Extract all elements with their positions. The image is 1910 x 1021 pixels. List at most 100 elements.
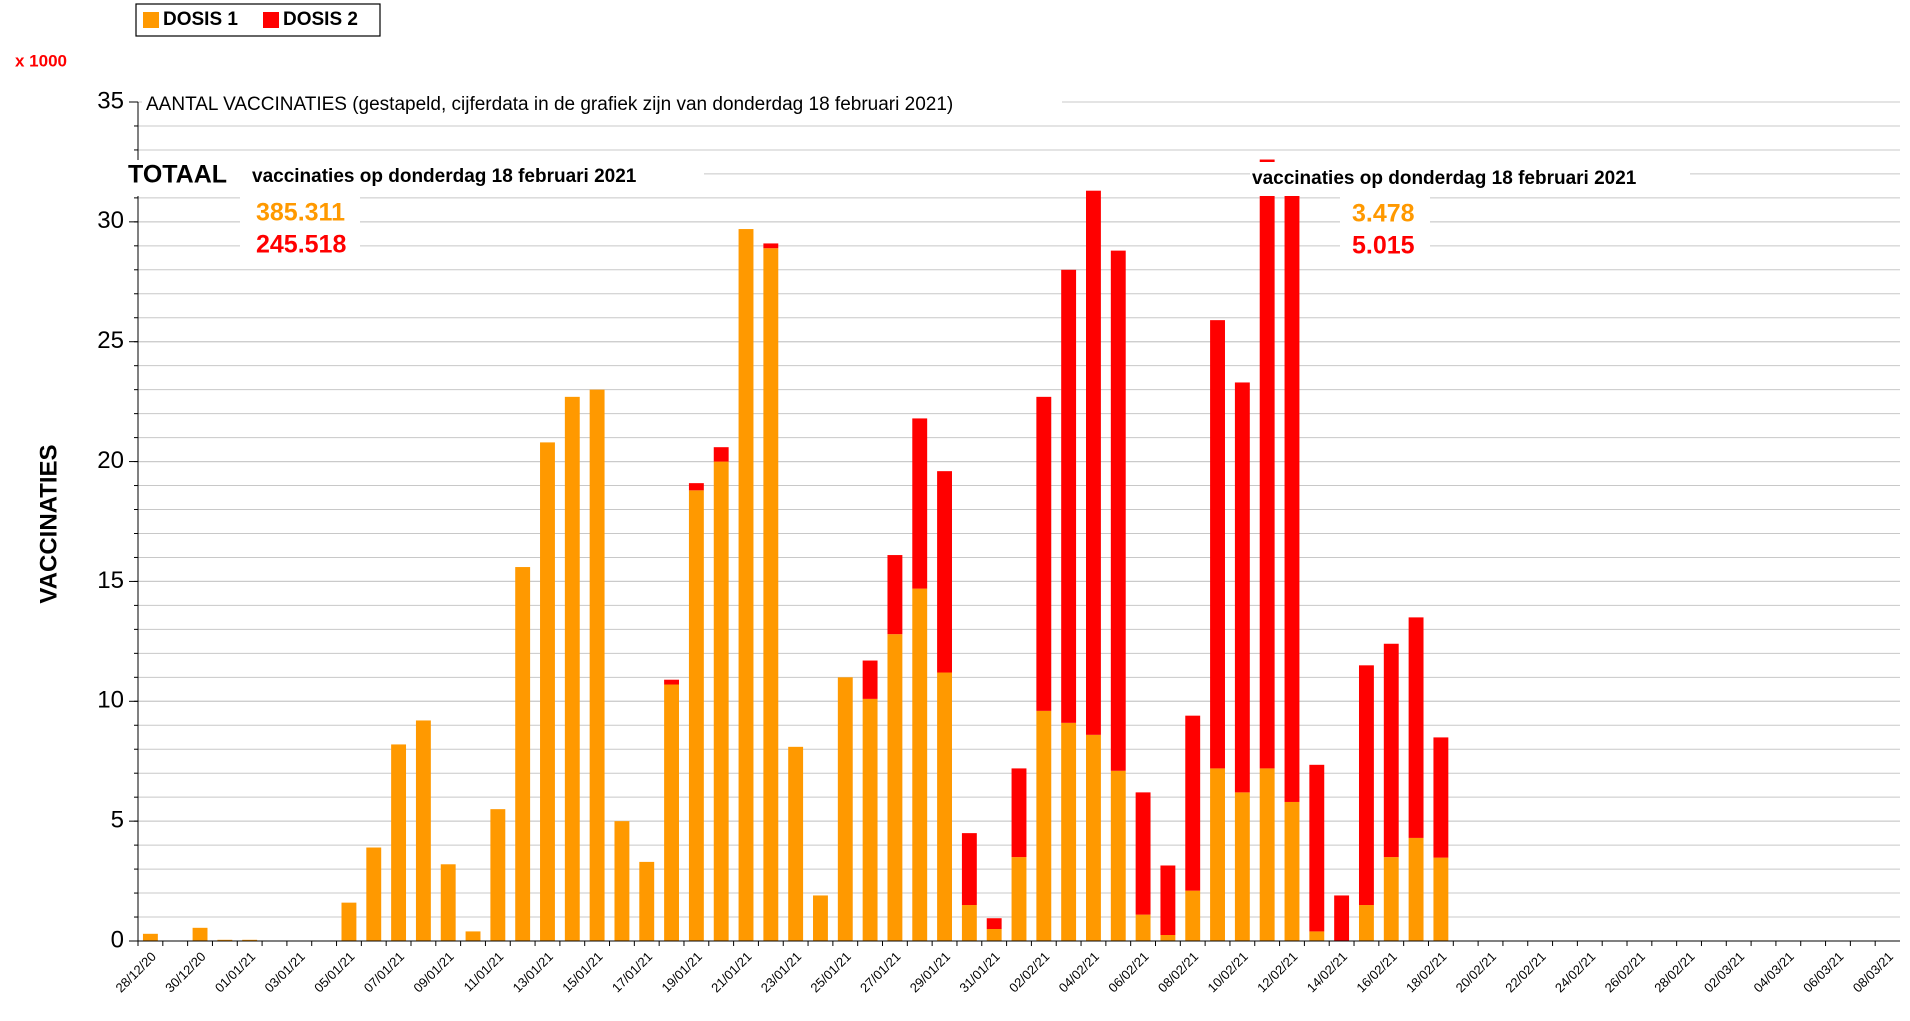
bar (1284, 801, 1300, 941)
x-tick-label: 08/02/21 (1155, 949, 1201, 995)
bar (1309, 931, 1325, 941)
bar (887, 555, 903, 635)
x-tick-label: 16/02/21 (1353, 949, 1399, 995)
bar (1061, 269, 1077, 723)
x-tick-label: 09/01/21 (410, 949, 456, 995)
bar (564, 396, 580, 941)
x-tick-label: 13/01/21 (510, 949, 556, 995)
bar (1160, 865, 1176, 936)
x-tick-label: 11/01/21 (461, 949, 507, 995)
bar (738, 229, 754, 941)
y-tick-label: 15 (97, 567, 124, 594)
annotation-label: TOTAAL (128, 161, 227, 189)
annotation-value: 245.518 (256, 231, 346, 259)
bar (1135, 914, 1151, 941)
bar (813, 895, 828, 941)
x-tick-label: 06/02/21 (1105, 949, 1151, 995)
x-tick-label: 10/02/21 (1205, 949, 1251, 995)
x-tick-label: 27/01/21 (857, 949, 903, 995)
bar (1185, 715, 1201, 891)
bar (1185, 890, 1201, 941)
y-tick-label: 35 (97, 87, 124, 114)
annotation-bg (1250, 162, 1690, 196)
x-tick-label: 06/03/21 (1800, 949, 1846, 995)
title-bg (142, 92, 1062, 118)
bar (1383, 857, 1399, 941)
bar (415, 720, 431, 941)
bar (1210, 320, 1225, 769)
y-tick-label: 25 (97, 327, 124, 354)
bar (763, 243, 779, 249)
bar (1135, 792, 1151, 915)
bar (912, 418, 928, 589)
bar (961, 833, 977, 906)
x-tick-label: 14/02/21 (1304, 949, 1350, 995)
bar (664, 684, 680, 941)
x-tick-label: 12/02/21 (1254, 949, 1300, 995)
bar (1110, 770, 1126, 941)
annotation-caption: vaccinaties op donderdag 18 februari 202… (1252, 168, 1637, 189)
y-tick-label: 10 (97, 687, 124, 714)
bar (614, 821, 630, 941)
x-tick-label: 28/02/21 (1651, 949, 1697, 995)
bar (986, 918, 1002, 930)
annotation-bg (1340, 196, 1430, 262)
bar (688, 490, 704, 941)
y-axis-title: VACCINATIES (35, 444, 62, 603)
x-tick-label: 04/02/21 (1056, 949, 1102, 995)
bar (242, 939, 258, 941)
bar (1408, 617, 1424, 838)
bar (1160, 935, 1176, 941)
bar (862, 698, 878, 941)
bar (713, 461, 729, 941)
x-tick-label: 05/01/21 (311, 949, 357, 995)
x-tick-label: 22/02/21 (1502, 949, 1548, 995)
bar (1309, 764, 1325, 932)
x-tick-label: 26/02/21 (1602, 949, 1648, 995)
legend-swatch (263, 12, 279, 28)
bar (713, 447, 729, 462)
bar (440, 864, 456, 941)
x-tick-label: 23/01/21 (758, 949, 804, 995)
bar (142, 933, 158, 941)
bar (1086, 190, 1101, 735)
bar (1408, 837, 1424, 941)
x-tick-label: 28/12/20 (113, 949, 159, 995)
legend-box (135, 3, 381, 37)
bar (837, 677, 853, 941)
chart-title: AANTAL VACCINATIES (gestapeld, cijferdat… (146, 94, 953, 115)
x-tick-label: 04/03/21 (1750, 949, 1796, 995)
bar (887, 634, 903, 941)
x-tick-label: 01/01/21 (212, 949, 258, 995)
bar (937, 672, 952, 941)
bar (1433, 737, 1449, 858)
bar (1383, 643, 1399, 858)
bar (986, 929, 1002, 941)
x-tick-label: 17/01/21 (609, 949, 655, 995)
bar (1259, 768, 1275, 941)
bar (961, 905, 977, 941)
bar (1110, 250, 1126, 771)
bar (1234, 382, 1250, 793)
bar (664, 679, 680, 685)
x-tick-label: 21/01/21 (708, 949, 754, 995)
y-tick-label: 20 (97, 447, 124, 474)
annotation-value: 385.311 (256, 199, 345, 227)
bar (639, 861, 655, 941)
x-tick-label: 08/03/21 (1850, 949, 1896, 995)
x-tick-label: 07/01/21 (361, 949, 407, 995)
bar (1358, 665, 1374, 906)
bar (366, 847, 382, 941)
annotation-bg (240, 196, 360, 262)
bar (1433, 857, 1449, 941)
bar (1061, 722, 1077, 941)
legend-swatch (143, 12, 159, 28)
bar (862, 660, 878, 699)
bar (688, 483, 704, 491)
bar (937, 471, 952, 673)
bar (490, 809, 506, 941)
bar (1259, 159, 1275, 769)
bar (1036, 396, 1052, 711)
bar (341, 902, 357, 941)
